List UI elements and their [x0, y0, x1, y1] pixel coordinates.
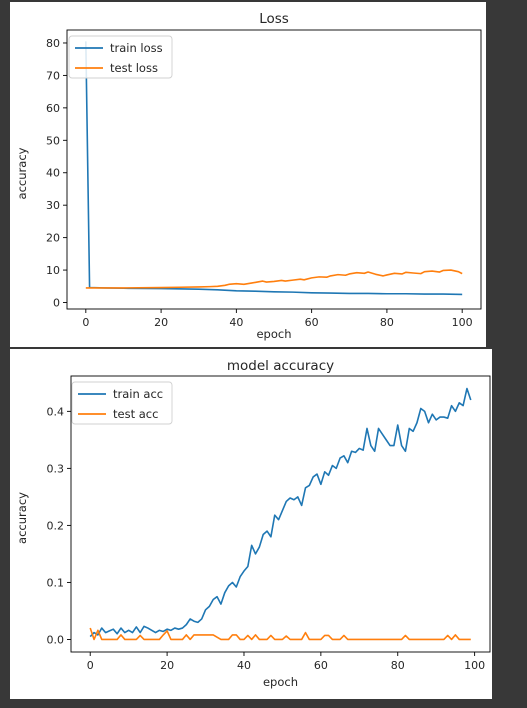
y-tick-label: 0.1	[47, 576, 65, 589]
y-axis-label: accuracy	[15, 492, 29, 544]
x-tick-label: 80	[391, 659, 405, 672]
y-tick-label: 0.4	[47, 405, 65, 418]
legend: train acc test acc	[72, 382, 172, 424]
y-tick-label: 0.2	[47, 519, 65, 532]
y-tick-label: 70	[46, 69, 60, 82]
legend: train loss test loss	[69, 36, 172, 78]
series-line-test-acc	[90, 628, 471, 639]
y-tick-label: 0.3	[47, 462, 65, 475]
series-line-train-loss	[86, 41, 462, 294]
x-tick-label: 20	[154, 316, 168, 329]
accuracy-chart: model accuracy 0 20 40 60 80 100 0.0 0.1 0.2 0.3 0.…	[10, 349, 492, 699]
loss-chart-panel: Loss 0 20 40 60 80 100 0 10 20 30 40 50 60 70 80 epoch ac…	[10, 2, 486, 347]
y-tick-label: 20	[46, 232, 60, 245]
y-axis-label: accuracy	[15, 147, 29, 199]
legend-label: test acc	[113, 407, 158, 421]
x-tick-label: 0	[87, 659, 94, 672]
y-tick-label: 0.0	[47, 633, 65, 646]
accuracy-chart-panel: model accuracy 0 20 40 60 80 100 0.0 0.1 0.2 0.3 0.…	[10, 349, 492, 699]
series-line-test-loss	[86, 270, 462, 288]
x-tick-label: 20	[160, 659, 174, 672]
legend-label: test loss	[110, 61, 158, 75]
y-tick-label: 40	[46, 167, 60, 180]
loss-chart: Loss 0 20 40 60 80 100 0 10 20 30 40 50 60 70 80 epoch ac…	[10, 2, 486, 347]
x-axis-label: epoch	[263, 675, 298, 689]
legend-label: train acc	[113, 387, 163, 401]
x-axis-label: epoch	[256, 327, 291, 341]
x-tick-label: 60	[314, 659, 328, 672]
legend-label: train loss	[110, 41, 163, 55]
y-tick-label: 80	[46, 37, 60, 50]
x-tick-label: 60	[305, 316, 319, 329]
chart-title: Loss	[259, 11, 289, 27]
y-tick-label: 10	[46, 264, 60, 277]
x-tick-label: 40	[237, 659, 251, 672]
y-tick-label: 60	[46, 102, 60, 115]
y-tick-label: 50	[46, 134, 60, 147]
y-tick-label: 0	[53, 297, 60, 310]
chart-title: model accuracy	[227, 358, 334, 374]
x-tick-label: 0	[82, 316, 89, 329]
x-tick-label: 40	[229, 316, 243, 329]
x-tick-label: 80	[380, 316, 394, 329]
x-tick-label: 100	[464, 659, 485, 672]
x-tick-label: 100	[452, 316, 473, 329]
series-line-train-acc	[90, 389, 471, 637]
y-tick-label: 30	[46, 199, 60, 212]
